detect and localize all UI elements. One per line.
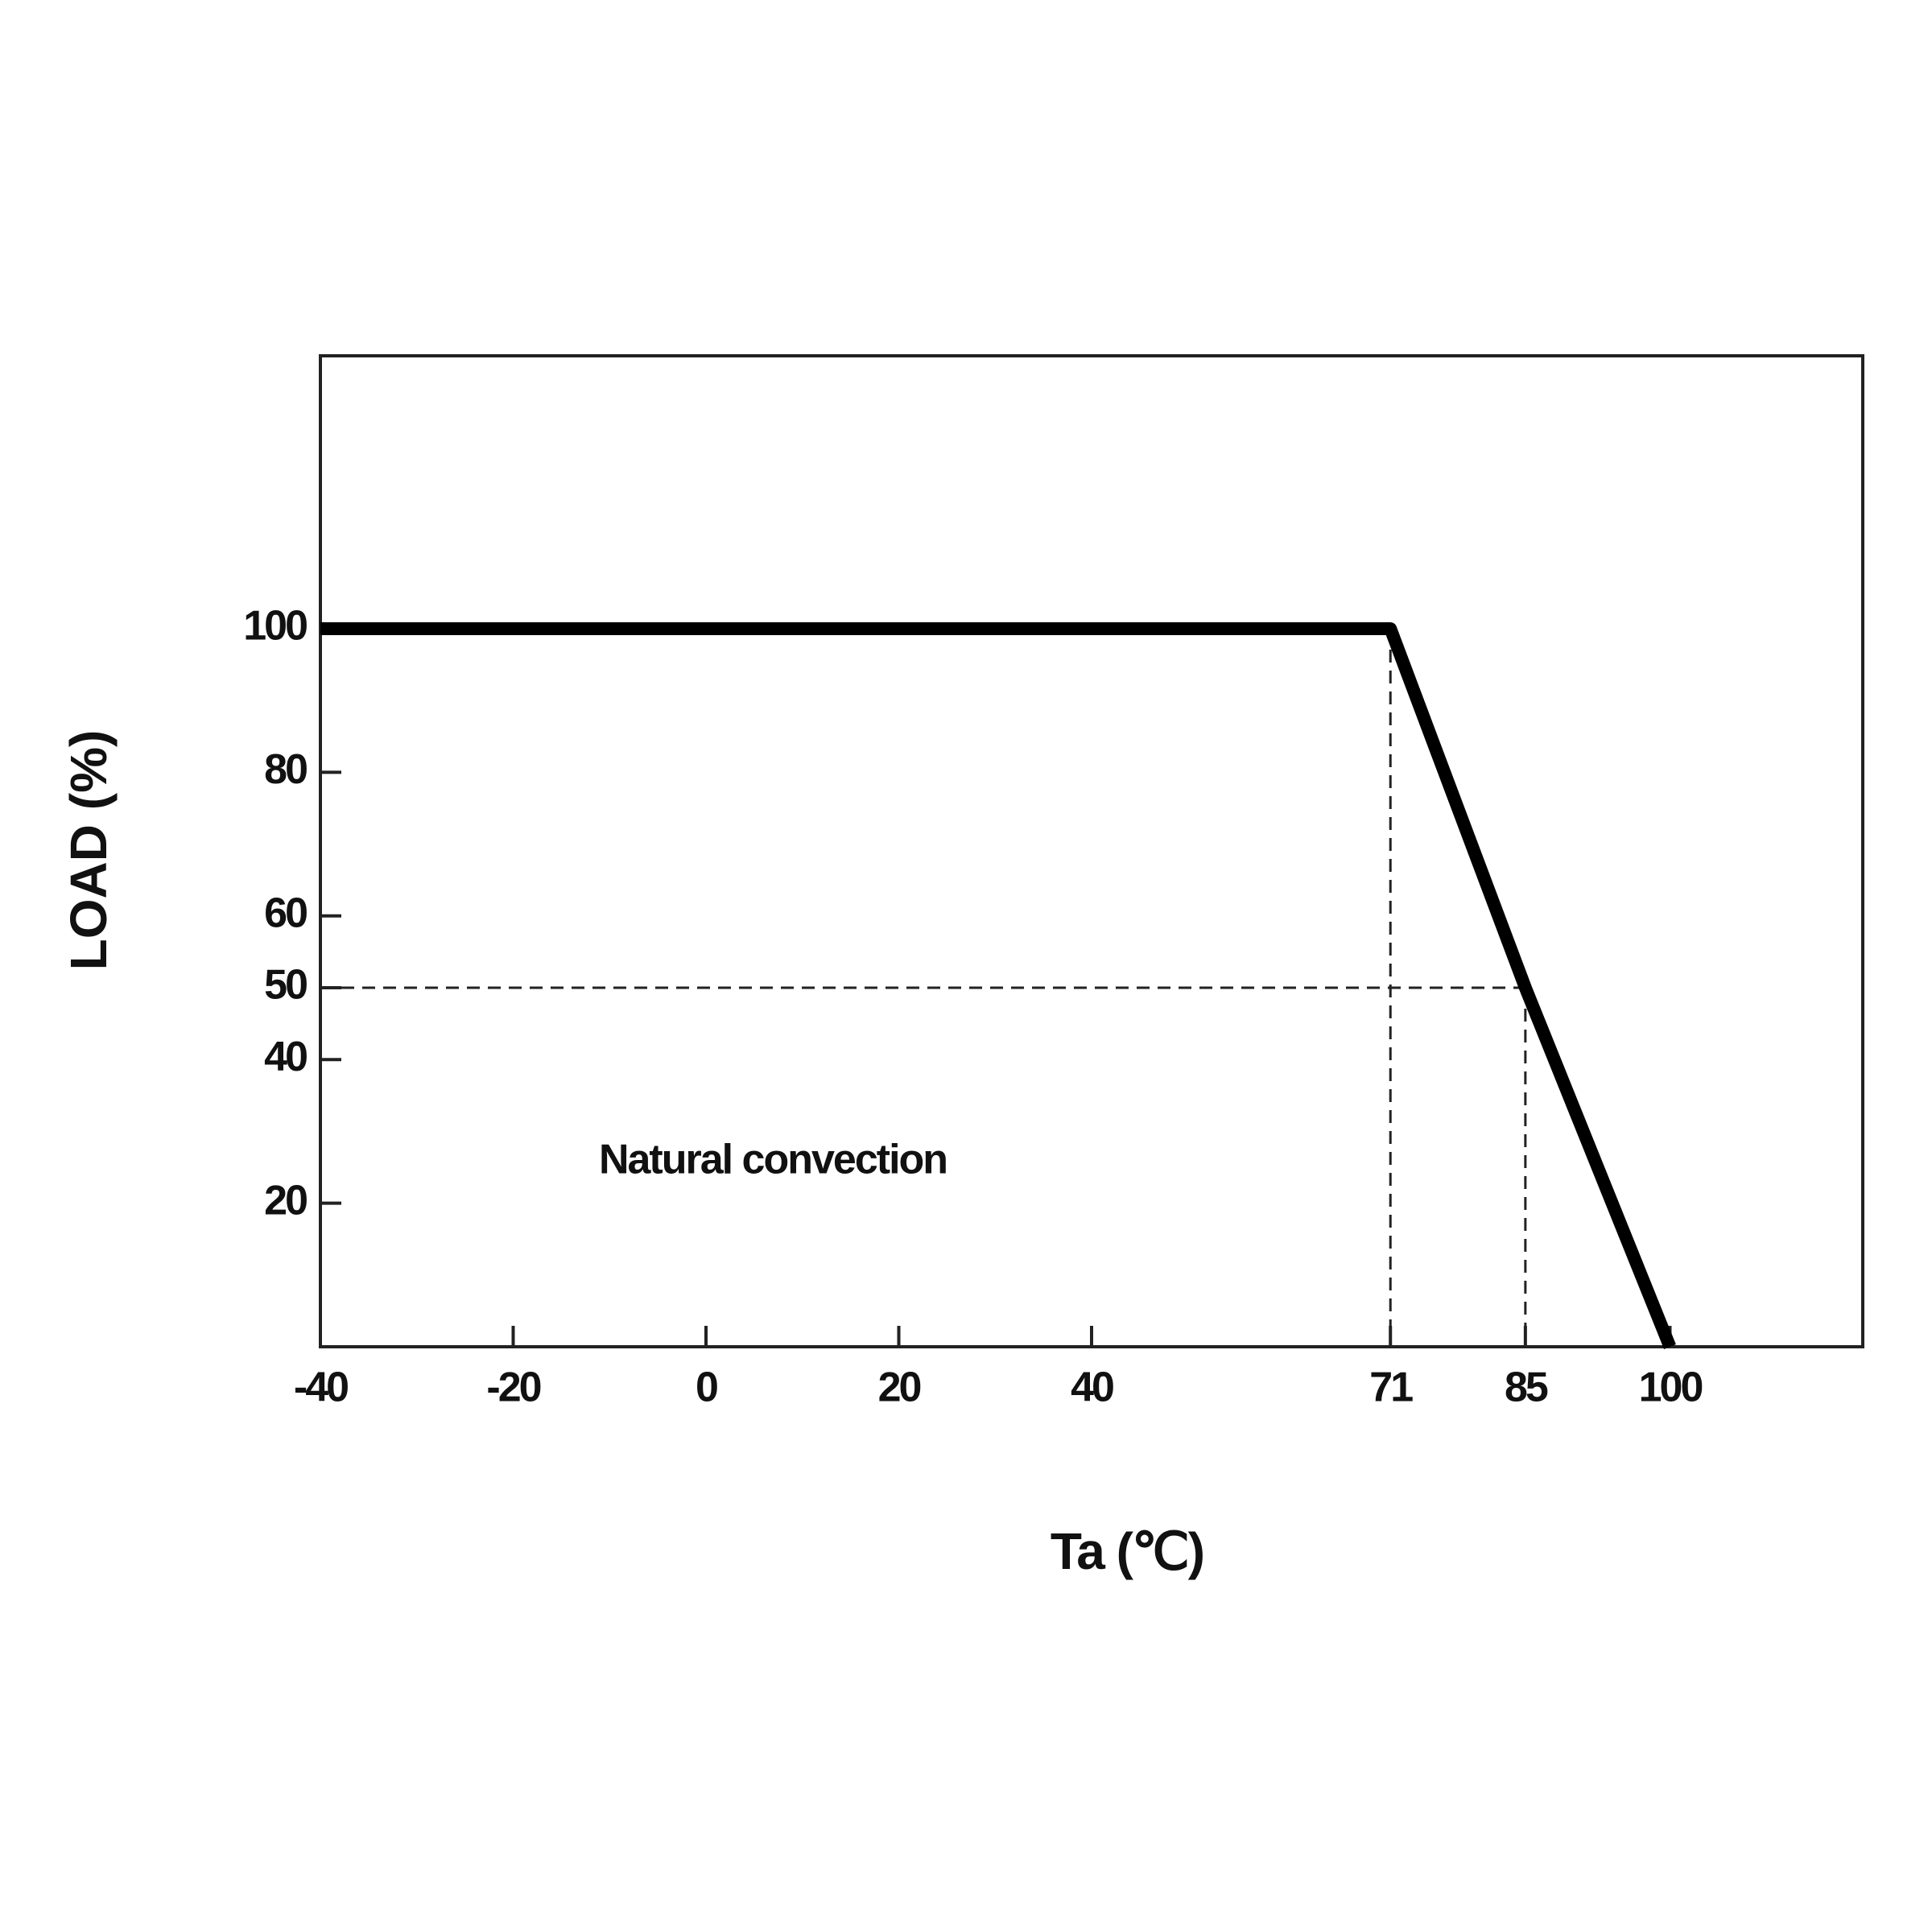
derating-curve (320, 621, 1676, 1349)
x-tick-label: 40 (1071, 1364, 1113, 1411)
x-axis-label: Ta (℃) (1051, 1522, 1203, 1580)
annotation: Natural convection (599, 1137, 947, 1183)
x-tick-label: 100 (1639, 1364, 1703, 1411)
y-tick-label: 40 (264, 1034, 307, 1080)
x-tick-label: 0 (696, 1364, 717, 1411)
y-tick-label: 80 (264, 746, 307, 793)
y-tick-label: 100 (243, 603, 307, 650)
x-tick-label: 85 (1505, 1364, 1548, 1411)
y-tick-label: 50 (264, 962, 307, 1009)
plot-frame (319, 354, 1864, 1348)
x-tick-label: -20 (486, 1364, 540, 1411)
y-axis-label: LOAD (%) (60, 730, 118, 971)
y-tick-label: 20 (264, 1177, 307, 1224)
x-tick-label: 20 (878, 1364, 921, 1411)
y-tick-label: 60 (264, 890, 307, 937)
x-tick-label: -40 (294, 1364, 348, 1411)
x-tick-label: 71 (1369, 1364, 1413, 1411)
